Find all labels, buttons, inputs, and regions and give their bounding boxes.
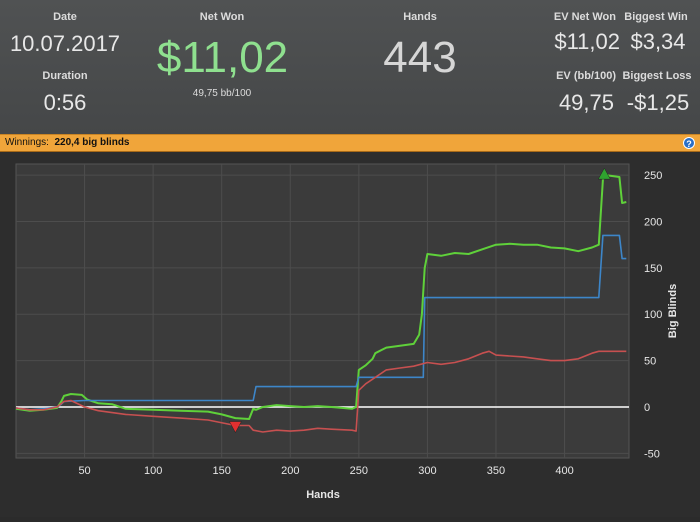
x-tick-label: 200: [281, 465, 299, 477]
ev-bb100-label: EV (bb/100): [556, 70, 616, 82]
winnings-bar: Winnings: 220,4 big blinds ?: [0, 134, 700, 152]
winnings-label: Winnings:: [5, 137, 49, 148]
session-stats-panel: Date 10.07.2017 Duration 0:56 Net Won $1…: [0, 0, 700, 134]
hands-value: 443: [383, 33, 457, 82]
x-tick-labels: 50 100 150 200 250 300 350 400: [78, 465, 573, 477]
series-line-0: [15, 174, 627, 420]
x-tick-label: 150: [213, 465, 231, 477]
biggest-loss-value: -$1,25: [626, 90, 690, 115]
ev-net-won-value: $11,02: [554, 29, 620, 54]
duration-label: Duration: [42, 70, 88, 82]
y-tick-label: 200: [644, 217, 662, 229]
x-tick-label: 400: [555, 465, 573, 477]
winnings-chart-svg: 50 100 150 200 250 300 350 400 -50 0 50 100 150 200 2…: [15, 163, 679, 501]
hands-label: Hands: [403, 11, 437, 23]
biggest-loss-label: Biggest Loss: [622, 70, 692, 82]
x-tick-label: 350: [487, 465, 505, 477]
winnings-chart: 50 100 150 200 250 300 350 400 -50 0 50 100 150 200 2…: [0, 152, 700, 517]
winnings-value: 220,4 big blinds: [54, 137, 130, 148]
duration-value: 0:56: [43, 90, 87, 115]
bb100-value: 49,75 bb/100: [192, 88, 252, 99]
x-axis-label: Hands: [306, 489, 340, 501]
net-won-value: $11,02: [156, 33, 289, 82]
x-tick-label: 100: [144, 465, 162, 477]
date-value: 10.07.2017: [9, 31, 121, 56]
series-line-2: [15, 350, 627, 433]
y-tick-labels: -50 0 50 100 150 200 250: [644, 170, 662, 460]
winnings-text: Winnings: 220,4 big blinds: [5, 137, 130, 148]
min-marker: [228, 421, 242, 434]
help-icon[interactable]: ?: [683, 137, 695, 149]
max-marker: [597, 167, 611, 180]
y-tick-label: -50: [644, 448, 660, 460]
series-lines: [15, 174, 627, 433]
biggest-win-label: Biggest Win: [624, 11, 688, 23]
y-tick-label: 100: [644, 309, 662, 321]
biggest-win-value: $3,34: [630, 29, 686, 54]
date-label: Date: [53, 11, 77, 23]
y-tick-label: 150: [644, 263, 662, 275]
chart-markers: [228, 167, 611, 434]
y-tick-label: 250: [644, 170, 662, 182]
x-tick-label: 50: [78, 465, 90, 477]
ev-bb100-value: 49,75: [558, 90, 614, 115]
ev-net-won-label: EV Net Won: [553, 11, 616, 23]
y-tick-label: 0: [644, 402, 650, 414]
y-tick-label: 50: [644, 356, 656, 368]
x-tick-label: 300: [418, 465, 436, 477]
x-tick-label: 250: [350, 465, 368, 477]
y-axis-label: Big Blinds: [667, 284, 679, 338]
net-won-label: Net Won: [199, 11, 245, 23]
plot-area: [15, 163, 630, 459]
